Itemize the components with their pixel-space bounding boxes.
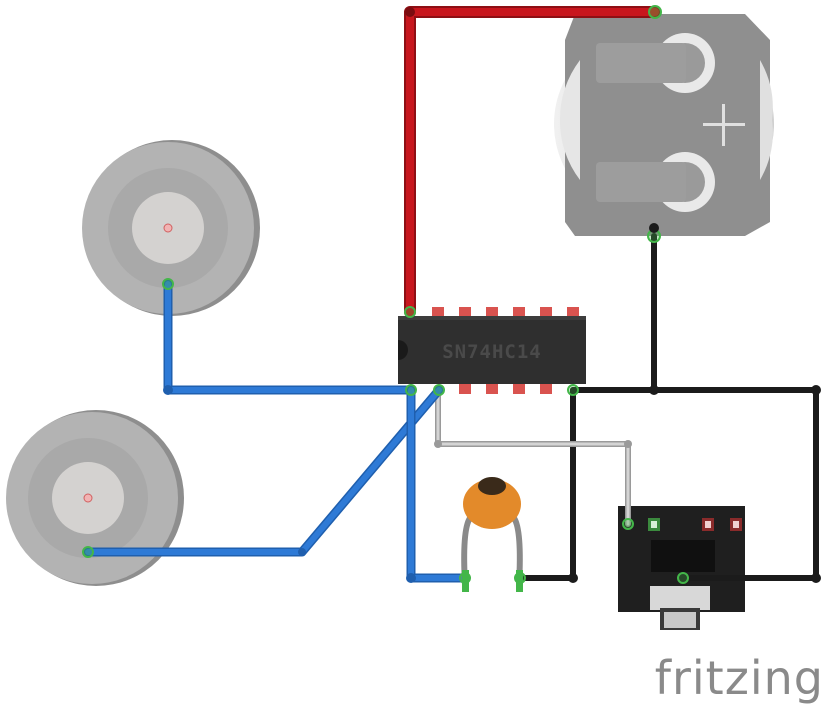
ic-label: SN74HC14 [442, 341, 542, 363]
audio-jack [618, 506, 745, 630]
coin-battery-holder [554, 14, 774, 236]
ic-bottom-pins [459, 382, 552, 394]
ceramic-capacitor [461, 477, 523, 592]
wire-bend-points [163, 385, 821, 583]
connector-markers [82, 5, 689, 584]
piezo-disc-top [82, 140, 260, 316]
plus-icon [703, 104, 745, 146]
piezo-disc-bottom [6, 410, 184, 586]
hex-inverter-ic: SN74HC14 [398, 307, 586, 394]
wire-gray-signal [435, 387, 631, 527]
fritzing-logo: fritzing [655, 651, 824, 705]
